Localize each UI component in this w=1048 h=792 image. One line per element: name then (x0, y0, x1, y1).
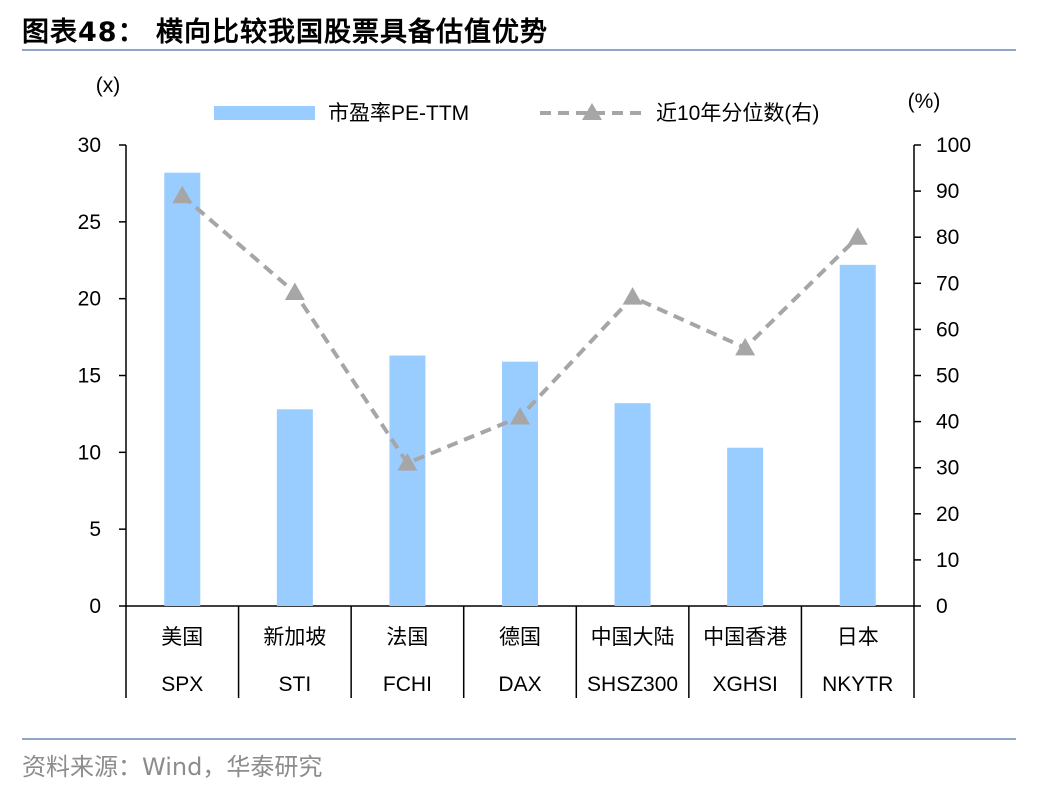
ticker-label: FCHI (383, 673, 432, 696)
left-axis-tick-label: 5 (89, 518, 101, 541)
bar (839, 264, 876, 606)
bar (727, 447, 764, 606)
category-label: 中国香港 (703, 626, 787, 649)
ticker-label: DAX (498, 673, 541, 696)
right-axis-tick-label: 50 (936, 365, 959, 388)
line-series (172, 185, 868, 471)
line-point (510, 406, 530, 425)
right-axis-tick-label: 40 (936, 411, 959, 434)
left-axis-tick-label: 25 (78, 211, 101, 234)
left-axis-tick-label: 20 (78, 288, 101, 311)
left-axis-tick-label: 30 (78, 134, 101, 157)
ticker-label: STI (279, 673, 312, 696)
title-divider (22, 49, 1016, 51)
left-axis-tick-label: 0 (89, 595, 101, 618)
bar (164, 172, 201, 606)
ticker-label: NKYTR (822, 673, 893, 696)
figure-title: 图表48： 横向比较我国股票具备估值优势 (22, 17, 548, 48)
line-point (284, 282, 305, 301)
ticker-label: SHSZ300 (587, 673, 678, 696)
right-axis-tick-label: 10 (936, 549, 959, 572)
ticker-label: XGHSI (712, 673, 777, 696)
bar (614, 403, 651, 606)
legend-label-line: 近10年分位数(右) (656, 102, 819, 125)
bar-series (164, 172, 876, 606)
legend: 市盈率PE-TTM 近10年分位数(右) (214, 102, 819, 125)
category-label: 美国 (161, 626, 203, 649)
left-axis-unit: (x) (96, 74, 121, 97)
bar (502, 361, 538, 606)
line-point (735, 337, 756, 356)
category-label: 中国大陆 (591, 626, 675, 649)
category-label: 新加坡 (263, 626, 326, 649)
right-axis-tick-label: 20 (936, 503, 959, 526)
left-axis-tick-label: 15 (78, 365, 101, 388)
line-point (172, 185, 193, 204)
line-point (397, 453, 418, 471)
right-axis-tick-label: 0 (936, 595, 948, 618)
right-axis-tick-label: 60 (936, 318, 959, 341)
right-axis-tick-label: 30 (936, 457, 959, 480)
legend-swatch-marker (582, 103, 602, 120)
bar (276, 409, 313, 606)
line-point (847, 227, 868, 245)
legend-label-bar: 市盈率PE-TTM (328, 102, 469, 125)
source-note: 资料来源：Wind，华泰研究 (22, 753, 323, 781)
right-axis-tick-label: 90 (936, 180, 959, 203)
right-axis-unit: (%) (908, 90, 941, 113)
category-label: 德国 (499, 626, 541, 649)
right-axis-tick-label: 100 (936, 134, 971, 157)
right-axis-tick-label: 80 (936, 226, 959, 249)
line-point (622, 287, 643, 305)
left-axis-tick-label: 10 (78, 441, 101, 464)
category-label: 日本 (837, 626, 879, 649)
legend-swatch-bar (214, 106, 315, 120)
category-label: 法国 (386, 626, 428, 649)
footer-divider (22, 738, 1016, 740)
axes: 0 5 10 15 20 25 30 0 10 20 30 40 50 60 70 80 90 100 美国 SPX 新… (78, 134, 971, 698)
ticker-label: SPX (161, 673, 203, 696)
bar (389, 355, 426, 606)
right-axis-tick-label: 70 (936, 272, 959, 295)
